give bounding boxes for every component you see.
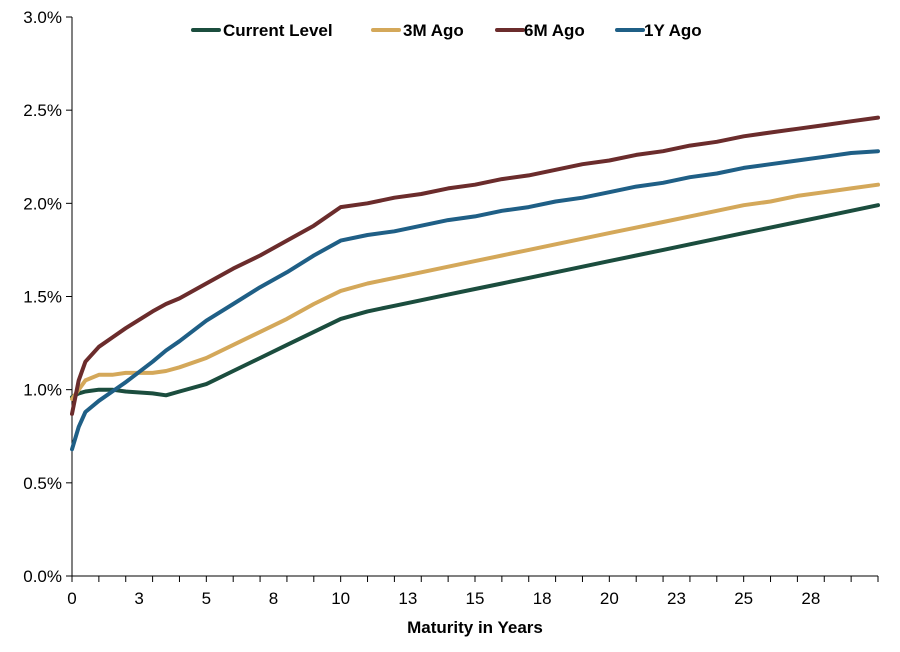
x-tick-label: 13 [398, 589, 417, 608]
y-tick-label: 3.0% [23, 8, 62, 27]
y-tick-label: 1.5% [23, 288, 62, 307]
y-tick-label: 0.0% [23, 567, 62, 586]
legend-label: 1Y Ago [644, 21, 702, 40]
legend-item: 6M Ago [495, 21, 585, 40]
axes: 0.0% 0.5% 1.0% 1.5% 2.0% 2.5% 3.0% 0 3 5 8 10 13 15 18… [23, 8, 879, 608]
x-tick-label: 5 [202, 589, 211, 608]
x-tick-label: 23 [667, 589, 686, 608]
legend-label: 6M Ago [524, 21, 585, 40]
series-line-current-level [70, 203, 880, 400]
y-tick-label: 2.5% [23, 101, 62, 120]
y-tick-label: 1.0% [23, 381, 62, 400]
x-tick-label: 25 [734, 589, 753, 608]
series-line-3m-ago [70, 182, 880, 401]
series-line-1y-ago [70, 149, 880, 452]
legend-item: Current Level [191, 21, 333, 40]
x-tick-label: 18 [533, 589, 552, 608]
x-tick-label: 15 [466, 589, 485, 608]
legend-label: Current Level [223, 21, 333, 40]
x-tick-label: 10 [331, 589, 350, 608]
legend-item: 3M Ago [371, 21, 464, 40]
x-tick-label: 20 [600, 589, 619, 608]
x-tick-label: 8 [269, 589, 278, 608]
y-tick-label: 0.5% [23, 474, 62, 493]
legend-label: 3M Ago [403, 21, 464, 40]
x-tick-label: 0 [67, 589, 76, 608]
x-tick-label: 3 [134, 589, 143, 608]
y-tick-label: 2.0% [23, 194, 62, 213]
x-tick-label: 28 [801, 589, 820, 608]
x-axis-title: Maturity in Years [407, 618, 543, 637]
legend-item: 1Y Ago [615, 21, 702, 40]
series-lines [70, 115, 880, 452]
legend: Current Level 3M Ago 6M Ago 1Y Ago [191, 21, 702, 40]
series-line-6m-ago [70, 115, 880, 416]
